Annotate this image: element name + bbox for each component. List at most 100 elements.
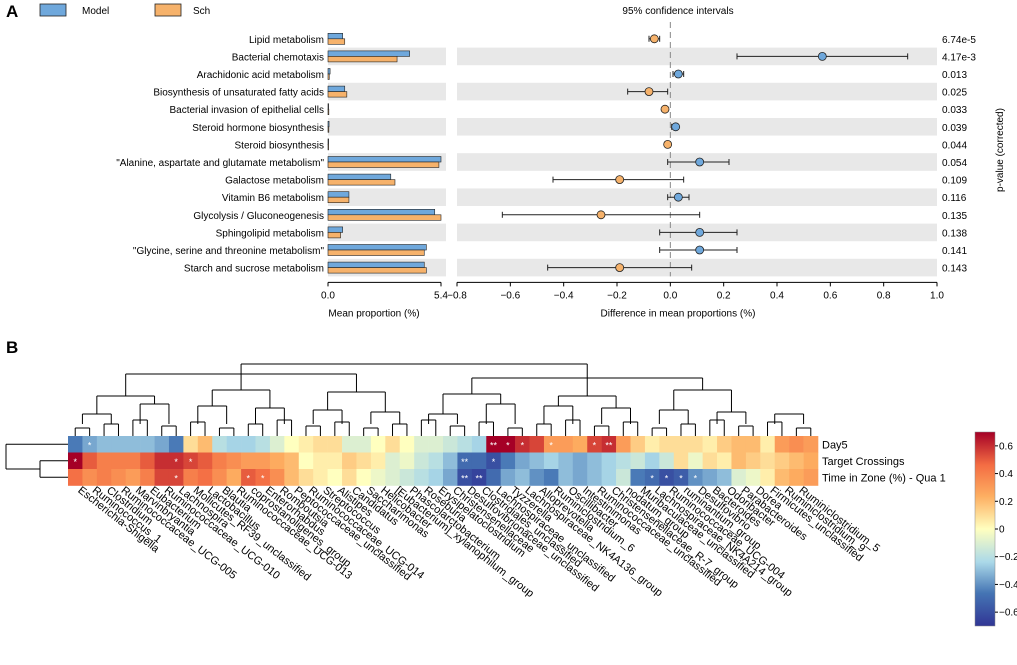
heatmap-row-label: Time in Zone (%) - Qua 1: [822, 472, 946, 484]
panel-b-label: B: [6, 338, 18, 357]
heatmap-cell: [356, 452, 372, 470]
heatmap-cell: [385, 469, 401, 486]
heatmap-cell: [529, 436, 545, 453]
heatmap-cell: [644, 436, 660, 453]
p-value: 0.025: [942, 88, 967, 99]
heatmap-cell: [572, 436, 588, 453]
category-label: Arachidonic acid metabolism: [197, 70, 324, 81]
heatmap-cell: [543, 469, 559, 486]
heatmap-cell: [760, 452, 776, 470]
ci-point: [596, 210, 606, 220]
heatmap-cell: [688, 469, 703, 486]
bar-model: [327, 85, 346, 92]
p-value: 0.039: [942, 123, 967, 134]
heatmap-cell: [471, 469, 487, 486]
heatmap-cell: [688, 436, 703, 453]
heatmap-cell: [255, 436, 271, 453]
bar-sch: [327, 126, 330, 133]
heatmap-cell: [515, 452, 530, 470]
bar-model: [327, 121, 330, 128]
ci-point: [663, 139, 673, 149]
significance-star: **: [476, 473, 484, 483]
heatmap-cell: [68, 436, 83, 453]
heatmap-cell: [486, 469, 501, 486]
heatmap-cell: [96, 452, 112, 470]
heatmap-cell: [486, 452, 501, 470]
ci-x-tick-label: 0.8: [877, 290, 891, 301]
heatmap-cell: [125, 452, 141, 470]
heatmap-cell: [298, 469, 314, 486]
heatmap-cell: [370, 436, 386, 453]
heatmap-cell: [111, 436, 126, 453]
bar-model: [327, 103, 329, 110]
p-value: 0.135: [942, 211, 967, 222]
heatmap-cell: [356, 469, 372, 486]
bar-row-shade: [328, 223, 446, 242]
bar-model: [327, 50, 410, 57]
heatmap-cell: [414, 469, 429, 486]
ci-point: [695, 157, 705, 167]
heatmap-cell: [731, 452, 747, 470]
ci-x-tick-label: 0.0: [663, 290, 677, 301]
heatmap-cell: [111, 452, 126, 470]
heatmap-cell: [68, 469, 83, 486]
significance-star: *: [549, 440, 553, 450]
bar-sch: [327, 179, 396, 186]
bar-row-shade: [328, 188, 446, 206]
significance-star: *: [247, 473, 251, 483]
significance-star: *: [189, 457, 193, 467]
heatmap-cell: [241, 436, 256, 453]
bar-model: [327, 156, 442, 163]
heatmap-cell: [789, 452, 804, 470]
heatmap-cell: [327, 469, 343, 486]
heatmap-cell: [745, 436, 761, 453]
heatmap-cell: [183, 436, 199, 453]
heatmap-cell: [659, 436, 675, 453]
significance-star: *: [506, 440, 510, 450]
heatmap-cell: [789, 469, 804, 486]
heatmap-cell: [774, 436, 790, 453]
category-label: Lipid metabolism: [249, 35, 324, 46]
p-value: 0.054: [942, 158, 967, 169]
legend-sch-swatch: [154, 3, 182, 17]
heatmap-cell: [803, 436, 819, 453]
bar-x-tick-label: 5.4: [434, 290, 448, 301]
heatmap-cell: [241, 469, 256, 486]
significance-star: *: [174, 473, 178, 483]
confidence-interval-panel: 6.74e-5 4.17e-3 0.013 0.025 0.033 0.039 0.044 0…: [447, 6, 1006, 319]
heatmap-cell: [414, 452, 429, 470]
heatmap-cell: [558, 436, 574, 453]
heatmap-cell: [255, 452, 271, 470]
heatmap-cell: [616, 469, 631, 486]
heatmap-cell: [212, 469, 227, 486]
ci-x-tick-label: 0.2: [717, 290, 731, 301]
heatmap-cell: [688, 452, 703, 470]
heatmap-cell: [399, 452, 415, 470]
colorbar-tick-label: −0.2: [999, 552, 1017, 563]
heatmap-cell: [587, 436, 602, 453]
heatmap-cell: [515, 469, 530, 486]
ci-x-tick-label: 0.6: [823, 290, 837, 301]
heatmap-cell: [284, 469, 300, 486]
heatmap-cell: [572, 469, 588, 486]
p-value: 4.17e-3: [942, 52, 976, 63]
heatmap-cell: [774, 469, 790, 486]
category-label: Biosynthesis of unsaturated fatty acids: [153, 88, 324, 99]
significance-star: *: [73, 457, 77, 467]
category-label: Glycolysis / Gluconeogenesis: [193, 211, 324, 222]
heatmap-row-label: Day5: [822, 439, 848, 451]
heatmap-cell: [717, 469, 732, 486]
bar-sch: [327, 108, 330, 115]
bar-model: [327, 138, 329, 145]
heatmap-cell: [659, 469, 675, 486]
heatmap-cell: [616, 452, 631, 470]
heatmap-cell: [111, 469, 126, 486]
p-value: 0.033: [942, 105, 967, 116]
category-label: Bacterial chemotaxis: [232, 52, 324, 63]
bar-sch: [327, 91, 348, 98]
bar-sch: [327, 214, 442, 221]
colorbar-tick-label: 0: [999, 525, 1005, 536]
legend: Model Sch: [39, 3, 210, 17]
p-value: 0.143: [942, 264, 967, 275]
